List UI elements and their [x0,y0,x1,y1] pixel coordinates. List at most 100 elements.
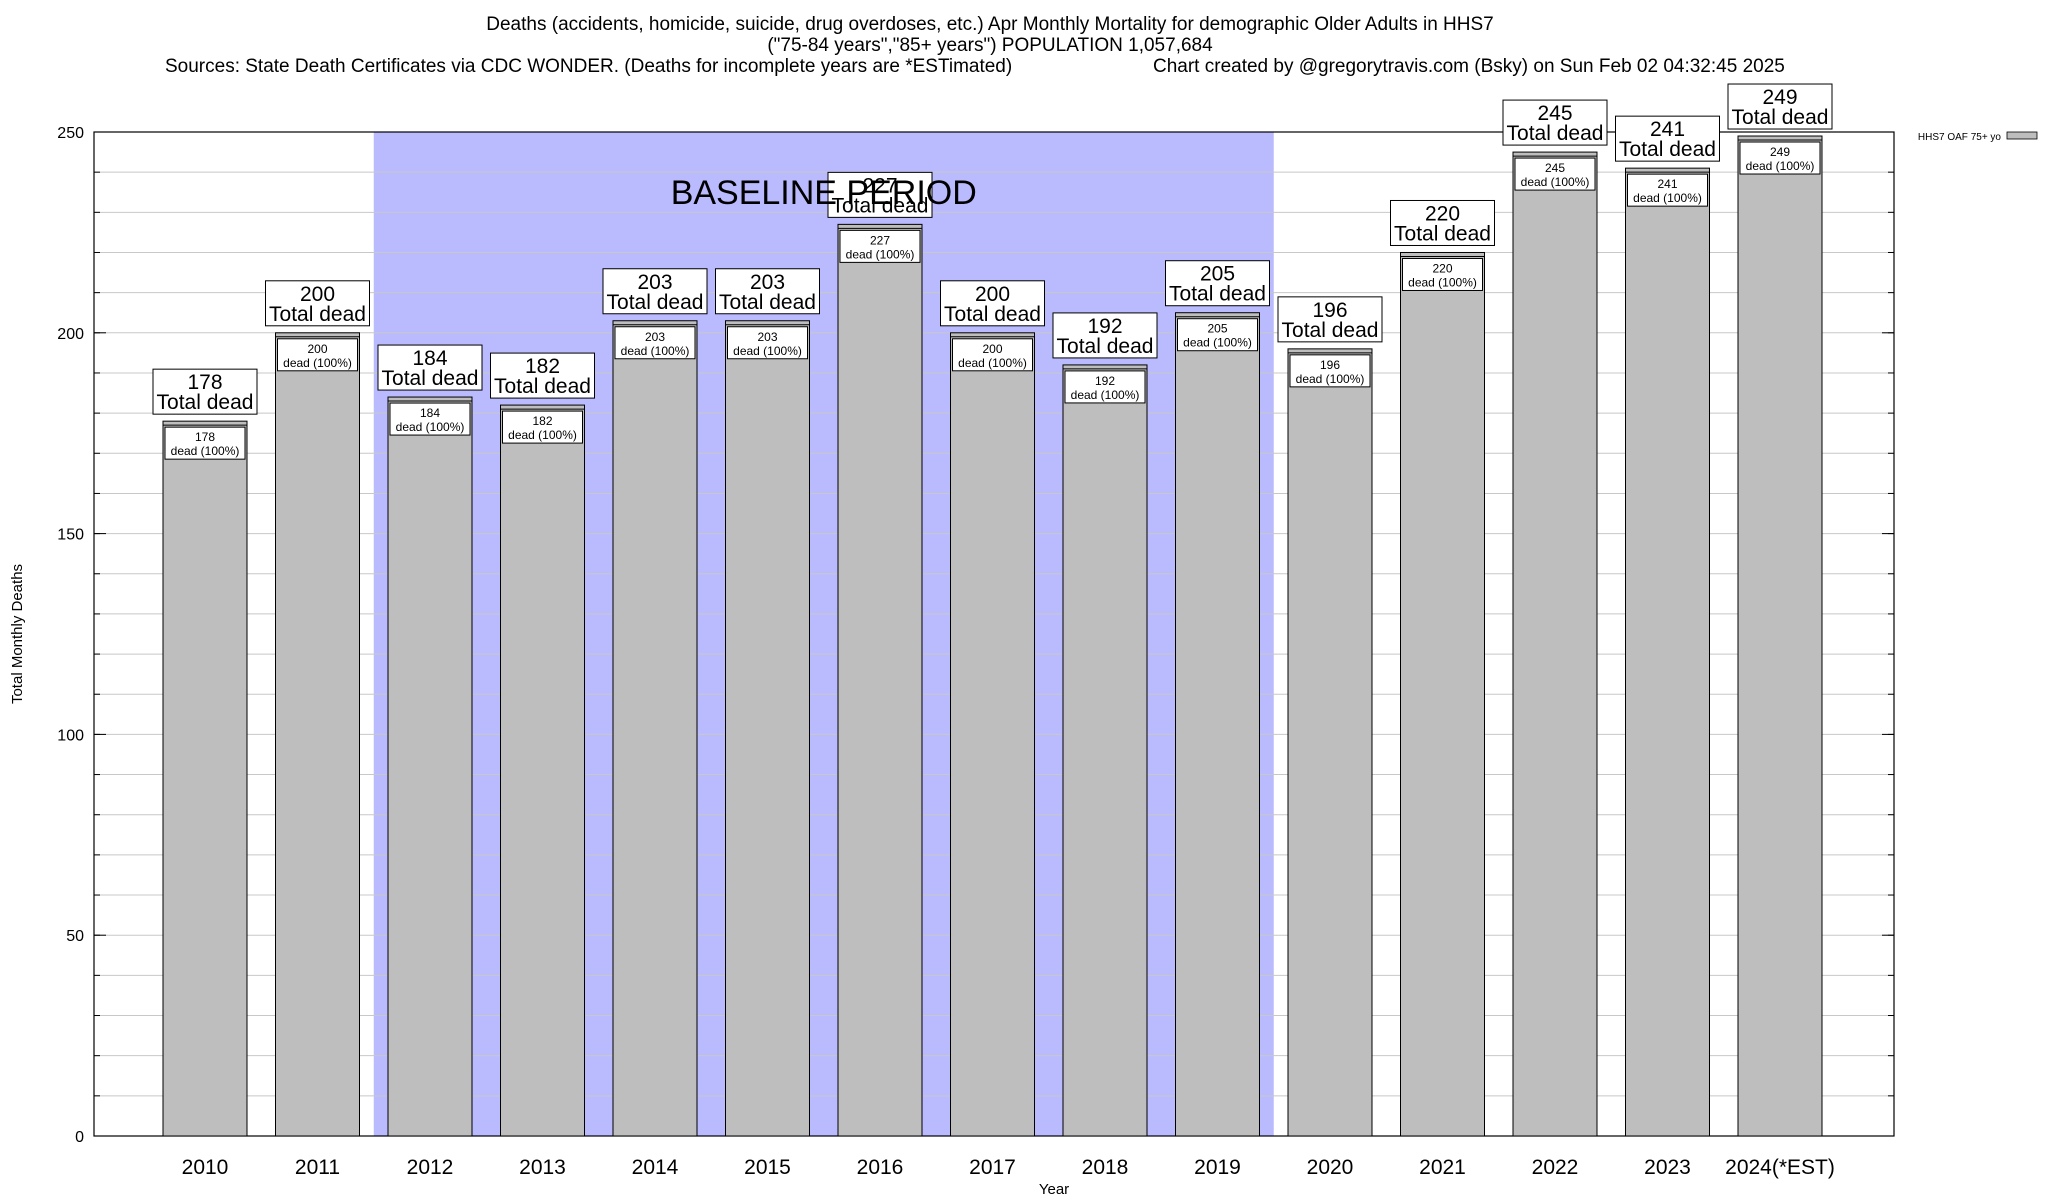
x-tick-label: 2011 [295,1156,340,1179]
bar-total-label-box [1165,260,1270,307]
legend-series-name: HHS7 OAF 75+ yo [1918,132,2002,143]
bar-inner-percent-label: dead (100%) [1746,159,1815,173]
bar-total-label-box [1502,99,1608,146]
bar-inner-value-label: 227 [870,233,890,247]
bar-total-caption-label: Total dead [494,375,591,398]
bar-total-label-box [1052,312,1158,359]
bar [1400,251,1485,1137]
bar-inner-label-box [277,338,358,372]
bar-total-label-box [1727,83,1833,130]
bar-total-value-label: 178 [187,371,222,394]
bar-total-value-label: 203 [637,271,672,294]
bar-inner-value-label: 178 [195,430,215,444]
bar-total-value-label: 227 [862,174,897,197]
bar [725,320,810,1137]
chart-title-line-2: ("75-84 years","85+ years") POPULATION 1… [767,35,1213,56]
bar-total-value-label: 249 [1762,86,1797,109]
bar-inner-label-box [1177,318,1258,352]
x-tick-label: 2018 [1082,1156,1129,1179]
y-axis-label: Total Monthly Deaths [9,564,26,704]
y-tick-label: 100 [57,727,84,744]
bar-total-label-box [265,280,370,327]
bar-inner-percent-label: dead (100%) [1071,388,1140,402]
bar-inner-label-box [1739,141,1821,175]
bar-inner-percent-label: dead (100%) [846,247,915,261]
bar-inner-percent-label: dead (100%) [733,344,802,358]
bar-total-caption-label: Total dead [1057,335,1154,358]
y-tick-label: 250 [57,125,84,142]
legend-swatch [2006,131,2038,140]
bar-inner-value-label: 205 [1207,322,1227,336]
bar-inner-label-box [1289,354,1371,388]
x-tick-label: 2022 [1532,1156,1579,1179]
bar-inner-value-label: 241 [1657,177,1677,191]
bar-inner-percent-label: dead (100%) [283,356,352,370]
bar-inner-value-label: 249 [1770,145,1790,159]
bar-total-caption-label: Total dead [1507,122,1604,145]
bar-inner-label-box [1514,157,1596,191]
x-tick-label: 2014 [632,1156,679,1179]
bar-inner-percent-label: dead (100%) [508,428,577,442]
bar-total-label-box [602,268,708,315]
baseline-period-label: BASELINE PERIOD [671,174,977,212]
bar-inner-percent-label: dead (100%) [396,420,465,434]
bar-inner-percent-label: dead (100%) [1183,336,1252,350]
bar-total-caption-label: Total dead [1732,106,1829,129]
x-tick-label: 2013 [519,1156,566,1179]
bar-inner-value-label: 220 [1432,261,1452,275]
bar-total-label-box [827,171,933,218]
bar-inner-percent-label: dead (100%) [621,344,690,358]
bar-total-caption-label: Total dead [269,303,366,326]
bar [1737,135,1823,1137]
axis-layer: 0 50 100 150 200 250 2010 2011 2012 2013 2014 2015 2… [57,125,1894,1179]
bar-inner-label-box [839,229,921,263]
bar-total-value-label: 241 [1650,118,1685,141]
bar [275,332,360,1137]
bar-inner-percent-label: dead (100%) [958,356,1027,370]
bar-total-label-box [1390,199,1495,246]
bar-inner-percent-label: dead (100%) [1521,175,1590,189]
bar [500,404,585,1137]
bar-inner-value-label: 184 [420,406,440,420]
legend: HHS7 OAF 75+ yo [1918,131,2038,143]
bar-inner-label-box [1402,257,1483,291]
bar [1175,312,1260,1137]
bar-total-label-box [715,268,820,315]
bar-total-value-label: 192 [1087,315,1122,338]
bar-total-label-box [1615,115,1720,162]
bar [162,420,248,1137]
bar [1512,151,1598,1137]
bar-inner-value-label: 200 [982,342,1002,356]
bar-inner-value-label: 182 [532,414,552,428]
bar-total-value-label: 200 [300,283,335,306]
bar-total-value-label: 220 [1425,202,1460,225]
x-tick-label: 2019 [1194,1156,1241,1179]
x-tick-label: 2015 [744,1156,791,1179]
bar-inner-value-label: 200 [307,342,327,356]
chart-title-line-1: Deaths (accidents, homicide, suicide, dr… [486,14,1493,35]
bar [1625,167,1710,1137]
y-tick-label: 0 [75,1129,84,1146]
bar-inner-label-box [952,338,1033,372]
x-axis-label: Year [1039,1181,1069,1198]
bar-inner-label-box [502,410,583,444]
bar [1062,364,1148,1137]
bar-total-caption-label: Total dead [607,291,704,314]
bar-total-label-box [377,344,483,391]
bar-total-caption-label: Total dead [944,303,1041,326]
bar [612,320,698,1137]
bar [950,332,1035,1137]
bar-total-caption-label: Total dead [1394,222,1491,245]
bar-total-value-label: 245 [1537,102,1572,125]
bar-total-label-box [940,280,1045,327]
bar-inner-percent-label: dead (100%) [1633,191,1702,205]
y-tick-label: 150 [57,527,84,544]
bar-inner-label-box [164,426,246,460]
bar-total-caption-label: Total dead [832,194,929,217]
bar-inner-value-label: 196 [1320,358,1340,372]
x-tick-label: 2021 [1419,1156,1466,1179]
bar-inner-label-box [1627,173,1708,207]
bar-total-value-label: 203 [750,271,785,294]
x-tick-label: 2010 [182,1156,229,1179]
